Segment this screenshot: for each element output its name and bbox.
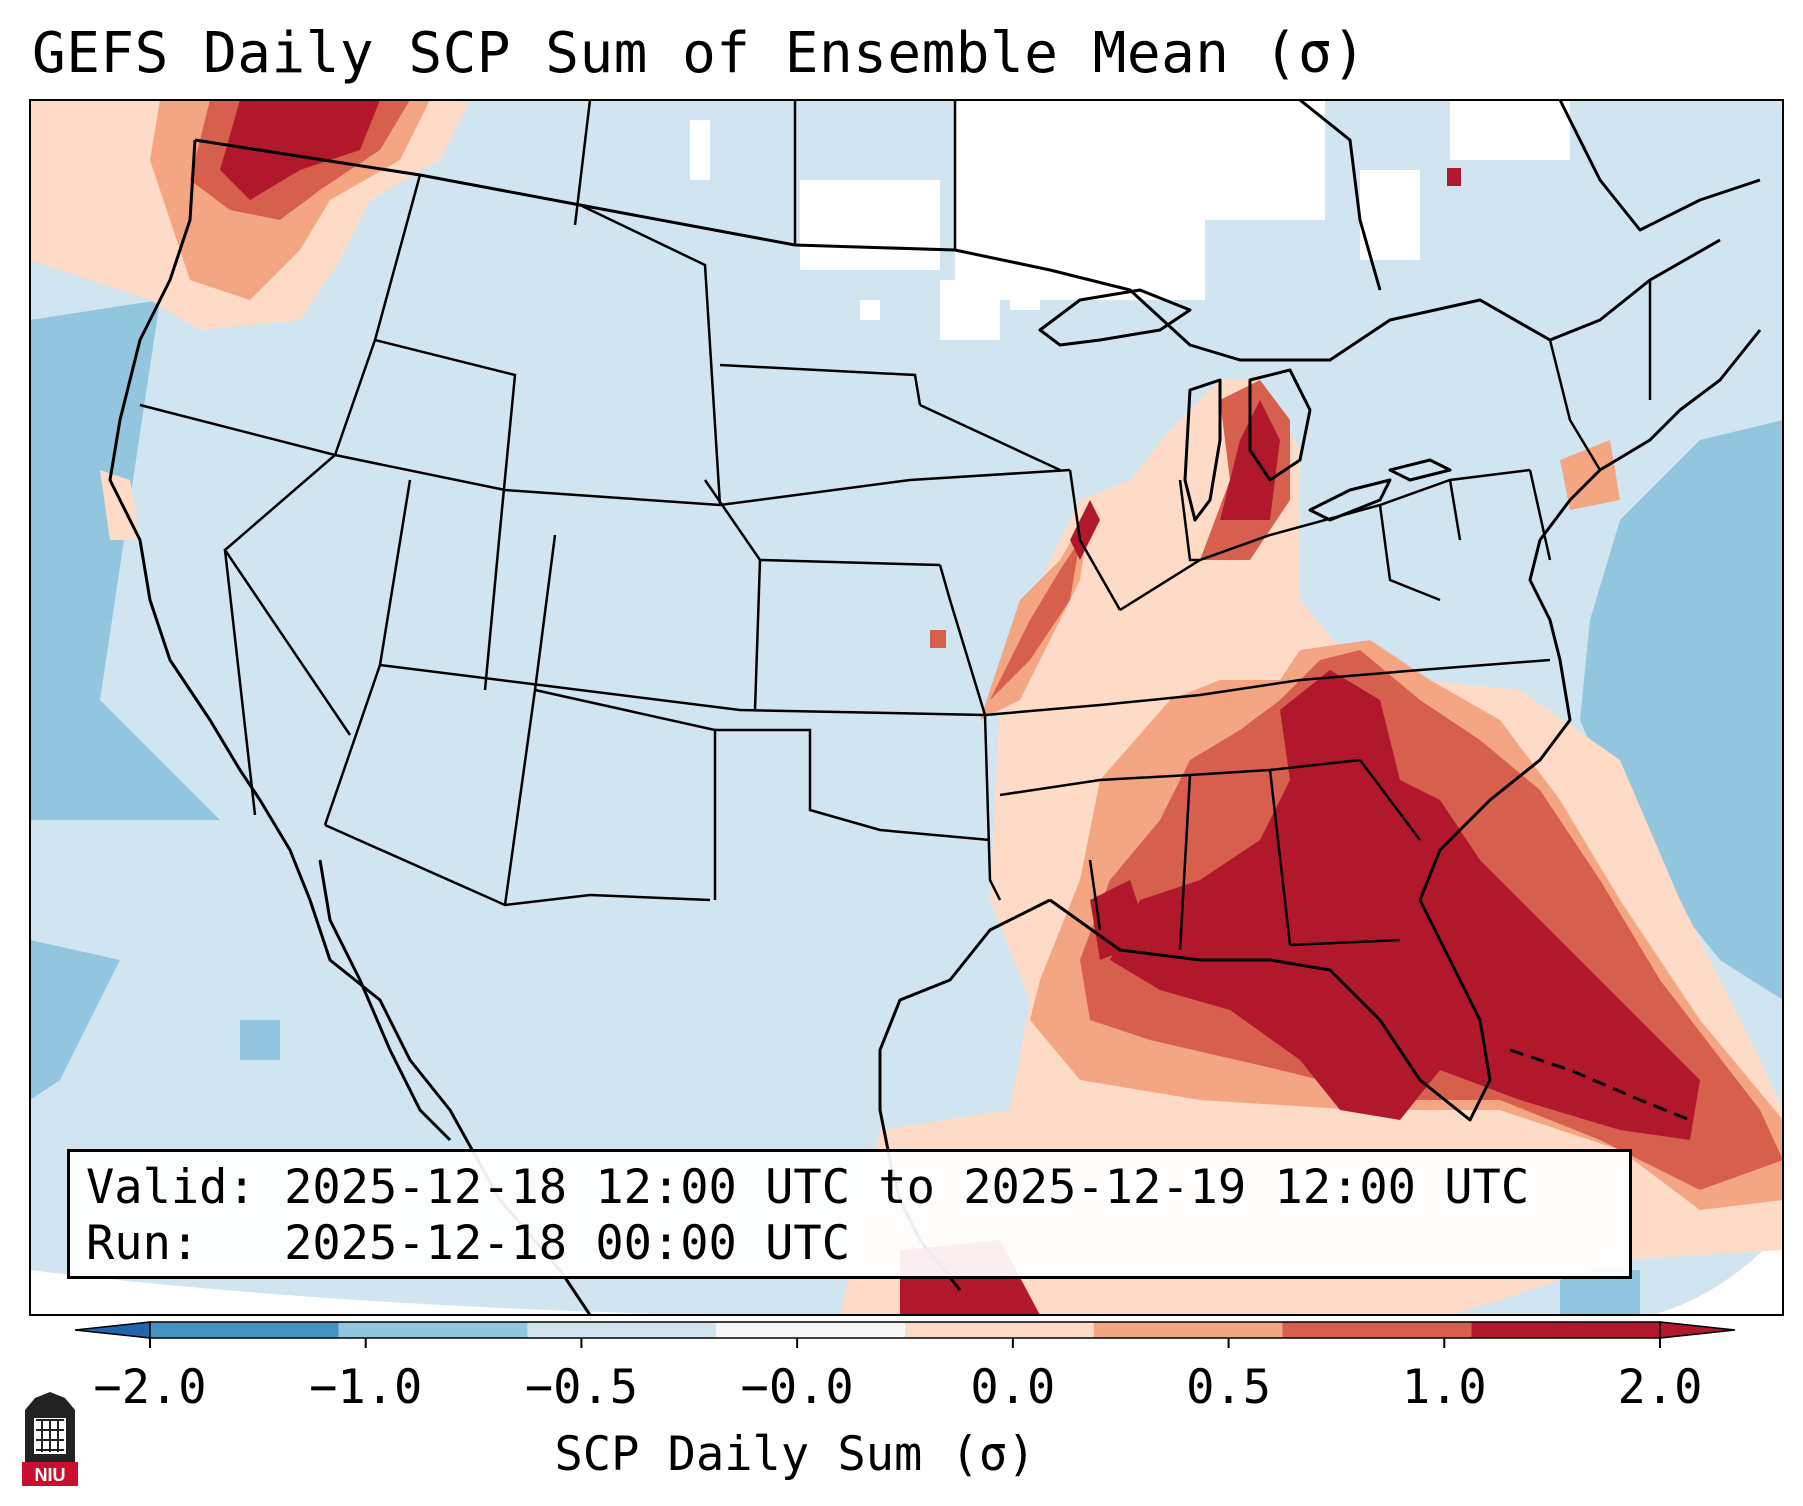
colorbar-ticks [149, 1338, 1661, 1348]
positive-anomaly-northwest [30, 100, 1461, 540]
map-frame [29, 99, 1784, 1316]
projection-edge-bottom-left [30, 1270, 701, 1315]
positive-anomaly-midwest [930, 380, 1620, 720]
colorbar-segments [150, 1322, 1660, 1338]
valid-run-box: Valid: 2025-12-18 12:00 UTC to 2025-12-1… [67, 1149, 1632, 1279]
colorbar [74, 1321, 1736, 1348]
colorbar-segment [905, 1322, 1094, 1338]
colorbar-tick-label: 1.0 [1401, 1360, 1487, 1415]
state-borders [139, 100, 1652, 951]
colorbar-extend-low [74, 1321, 151, 1339]
colorbar-segment [1093, 1322, 1283, 1338]
projection-edge-bottom-right [1651, 1230, 1783, 1315]
niu-logo-icon: NIU [22, 1392, 78, 1486]
negative-anomaly-regions [30, 300, 1783, 1315]
logo-text: NIU [35, 1465, 66, 1485]
colorbar-extend-high [1659, 1321, 1736, 1339]
neutral-region [690, 100, 1570, 340]
colorbar-segment [1471, 1322, 1660, 1338]
colorbar-frame [149, 1321, 1661, 1339]
colorbar-tick-label: −0.5 [524, 1360, 639, 1415]
colorbar-segment [527, 1322, 717, 1338]
colorbar-segment [150, 1322, 339, 1338]
valid-line: Valid: 2025-12-18 12:00 UTC to 2025-12-1… [86, 1160, 1530, 1215]
colorbar-label: SCP Daily Sum (σ) [554, 1427, 1036, 1482]
colorbar-tick-label: −2.0 [93, 1360, 207, 1415]
colorbar-tick-label: 0.0 [970, 1360, 1056, 1415]
coastlines [108, 100, 1762, 1315]
colorbar-tick-label: −1.0 [309, 1360, 423, 1415]
colorbar-segment [1282, 1322, 1472, 1338]
colorbar-tick-label: 2.0 [1617, 1360, 1703, 1415]
run-line: Run: 2025-12-18 00:00 UTC [86, 1216, 851, 1271]
map-title: GEFS Daily SCP Sum of Ensemble Mean (σ) [32, 21, 1367, 86]
colorbar-segment [338, 1322, 528, 1338]
colorbar-segment [716, 1322, 905, 1338]
colorbar-tick-label: −0.0 [740, 1360, 854, 1415]
colorbar-tick-label: 0.5 [1186, 1360, 1272, 1415]
scp-field [30, 100, 1783, 1315]
